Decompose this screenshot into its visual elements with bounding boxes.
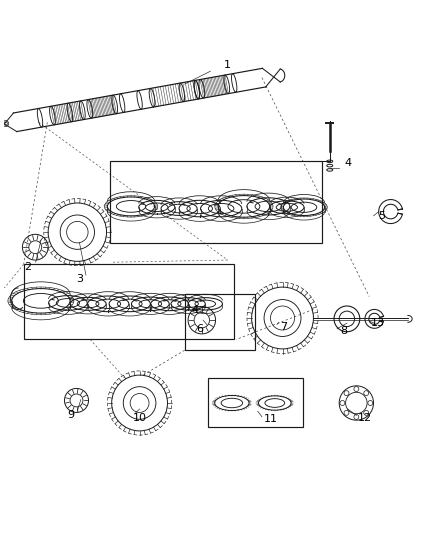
Text: 5: 5 (378, 211, 385, 221)
Bar (185, 294, 255, 350)
Bar (208, 378, 303, 427)
Text: 3: 3 (76, 274, 83, 285)
Text: 8: 8 (340, 326, 347, 336)
Text: 2: 2 (25, 262, 32, 271)
Text: 12: 12 (358, 413, 372, 423)
Text: 10: 10 (133, 413, 147, 423)
Text: 9: 9 (67, 409, 74, 419)
Text: 6: 6 (196, 324, 203, 334)
Text: 1: 1 (224, 60, 231, 70)
Bar (110, 161, 322, 243)
Text: 7: 7 (280, 321, 287, 332)
Text: 4: 4 (344, 158, 351, 168)
Text: 13: 13 (371, 318, 385, 328)
Bar (24, 264, 234, 340)
Text: 11: 11 (264, 414, 278, 424)
Text: 4: 4 (192, 305, 199, 316)
